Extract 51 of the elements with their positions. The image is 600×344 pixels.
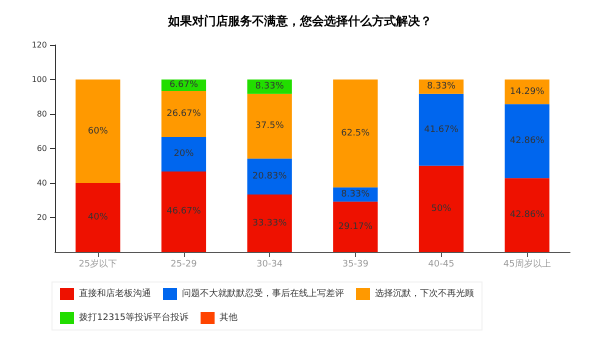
- bar: [76, 183, 120, 252]
- data-label: 14.29%: [510, 86, 545, 97]
- bar: [504, 178, 550, 252]
- data-label: 41.67%: [424, 124, 459, 135]
- bar: [161, 90, 206, 137]
- data-label: 50%: [431, 204, 452, 214]
- legend-label: 其他: [220, 312, 238, 323]
- bar: [504, 104, 550, 178]
- legend-label: 拨打12315等投诉平台投诉: [79, 312, 189, 323]
- y-tick-label: 60: [36, 144, 47, 153]
- y-tick-label: 40: [36, 178, 47, 188]
- bar: [418, 94, 464, 166]
- bar: [247, 158, 292, 195]
- data-label: 33.33%: [252, 218, 288, 228]
- bar: [418, 166, 464, 252]
- data-label: 8.33%: [255, 82, 284, 92]
- data-label: 40%: [88, 212, 108, 222]
- data-label: 46.67%: [166, 206, 202, 217]
- legend-label: 选择沉默，下次不再光顾: [375, 288, 474, 299]
- data-label: 37.5%: [255, 121, 284, 132]
- data-label: 60%: [88, 126, 108, 136]
- x-tick-label: 35-39: [342, 260, 369, 270]
- data-label: 6.67%: [169, 80, 198, 90]
- y-tick-label: 100: [32, 75, 47, 84]
- bar: [76, 80, 120, 183]
- data-label: 62.5%: [341, 128, 370, 138]
- data-label: 8.33%: [341, 189, 370, 200]
- legend-label: 问题不大就默默忍受，事后在线上写差评: [182, 288, 344, 299]
- bar: [333, 202, 378, 252]
- data-label: 8.33%: [426, 82, 456, 92]
- bar: [333, 80, 378, 188]
- data-label: 26.67%: [166, 108, 202, 119]
- data-label: 29.17%: [338, 222, 374, 232]
- bar: [247, 94, 292, 159]
- data-label: 20.83%: [252, 172, 288, 182]
- bar: [247, 194, 292, 252]
- legend-label: 直接和店老板沟通: [79, 288, 151, 299]
- y-tick-label: 120: [32, 40, 47, 50]
- x-tick-label: 25-29: [170, 260, 198, 270]
- y-tick-label: 80: [36, 110, 47, 118]
- bar: [161, 136, 206, 172]
- x-tick-label: 45周岁以上: [503, 258, 551, 270]
- x-tick-label: 40-45: [428, 260, 454, 270]
- chart-title: 如果对门店服务不满意，您会选择什么方式解决？: [167, 14, 432, 28]
- x-tick-label: 30-34: [256, 260, 283, 270]
- data-label: 42.86%: [510, 210, 545, 220]
- y-tick-label: 20: [36, 213, 47, 222]
- bar: [161, 171, 206, 252]
- data-label: 42.86%: [510, 136, 545, 146]
- x-tick-label: 25岁以下: [78, 258, 118, 270]
- data-label: 20%: [174, 149, 194, 160]
